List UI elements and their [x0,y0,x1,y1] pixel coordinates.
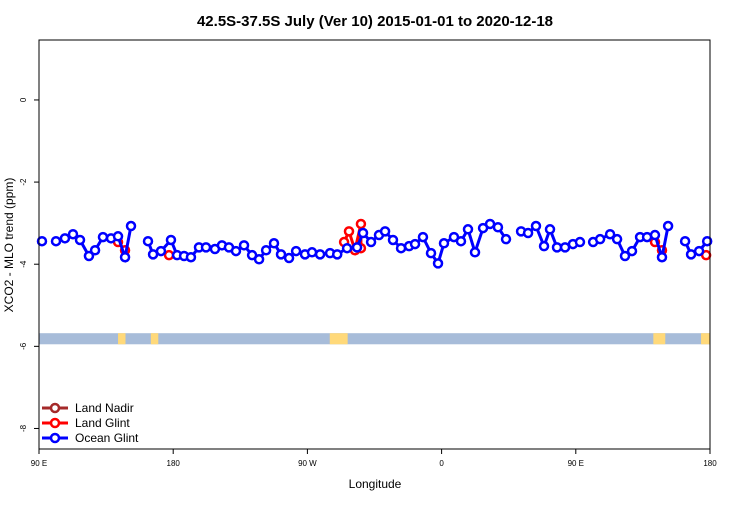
y-tick-label: 0 [19,97,28,102]
x-tick-label: 90 E [31,459,47,468]
data-point [649,229,661,241]
data-point [331,249,343,260]
data-point [200,242,212,253]
land-patch [150,333,159,345]
data-point [112,231,124,242]
data-point [701,235,713,247]
data-point [165,234,177,246]
land-patch [701,333,710,345]
data-point [341,242,353,254]
x-tick-label: 90 E [568,459,584,468]
data-point [417,231,429,243]
legend-label: Land Nadir [75,401,134,415]
series-group [36,218,713,269]
data-point [119,251,131,263]
y-tick-label: -4 [19,260,28,268]
chart-title: 42.5S-37.5S July (Ver 10) 2015-01-01 to … [197,13,553,30]
x-axis-label: Longitude [349,477,402,491]
x-tick-label: 180 [703,459,717,468]
y-axis-label: XCO2 - MLO trend (ppm) [2,178,16,313]
data-point [544,224,556,235]
data-point [432,258,444,269]
x-tick-label: 0 [439,459,444,468]
data-point [59,233,71,244]
data-point [395,242,407,254]
data-point [574,236,586,248]
data-point [626,245,638,257]
y-tick-label: -6 [19,342,28,350]
data-point [283,252,295,264]
data-point [36,235,48,247]
data-point [343,226,355,237]
x-tick-label: 90 W [298,459,317,468]
data-point [522,227,534,239]
data-point [538,240,550,252]
land-patch [118,333,126,345]
y-tick-label: -2 [19,178,28,186]
data-point [551,242,563,253]
data-point [387,234,399,246]
land-patch [329,333,348,345]
legend-label: Land Glint [75,416,130,430]
legend-label: Ocean Glint [75,431,139,445]
data-point [365,236,377,248]
data-point [74,234,86,246]
data-point [469,247,481,258]
axis-ticks: 90 E 180 90 W 0 90 E 180 0 -2 -4 -6 -8 [19,97,717,468]
data-point [125,220,137,232]
data-point [462,224,474,235]
data-point [185,251,197,263]
data-point [455,235,467,247]
data-point [679,235,691,247]
legend-marker [49,432,61,444]
ocean-band [39,333,710,345]
plot-frame [38,39,711,450]
data-point [351,242,363,253]
data-point [306,247,318,258]
data-point [656,251,668,263]
data-point [253,254,265,265]
data-point [97,231,109,243]
data-point [425,247,437,259]
data-point [275,249,287,260]
data-point [355,218,367,230]
data-point [409,238,421,250]
data-point [314,249,326,260]
data-point [685,249,697,260]
data-point [89,244,101,256]
data-point [604,228,616,240]
data-point [155,245,167,257]
data-point [492,222,504,233]
data-point [438,238,450,249]
data-point [50,235,62,247]
data-point [662,220,674,232]
data-point [238,240,250,251]
legend-marker [49,402,61,414]
data-point [611,233,623,245]
legend-marker [49,417,61,429]
data-point [530,220,542,232]
data-point [619,250,631,262]
surface-type-band [39,333,710,345]
land-patch [653,333,666,345]
data-point [163,249,175,261]
data-point [357,227,369,239]
data-point [230,245,242,257]
data-point [500,233,512,245]
data-point [67,228,79,240]
data-point [260,244,272,256]
y-tick-label: -8 [19,424,28,432]
data-point [83,250,95,262]
x-tick-label: 180 [167,459,181,468]
data-point [379,226,391,237]
data-point [693,245,705,257]
data-point [268,238,280,249]
data-point [290,245,302,257]
data-point [142,235,154,247]
data-point [594,233,606,245]
